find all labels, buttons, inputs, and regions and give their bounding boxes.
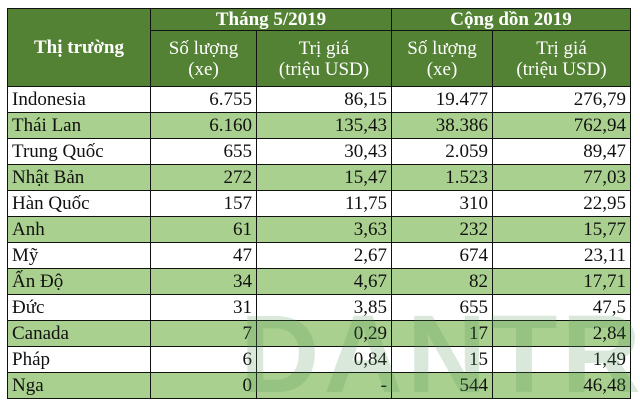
cell-c-val: 77,03 bbox=[491, 164, 632, 191]
cell-market: Nga bbox=[7, 372, 151, 399]
cell-c-val: 1,49 bbox=[491, 346, 632, 373]
cell-c-val: 89,47 bbox=[491, 138, 632, 165]
cell-m-val: 0,84 bbox=[256, 346, 392, 373]
header-cum-qty: Số lượng (xe) bbox=[391, 30, 493, 87]
cell-c-qty: 19.477 bbox=[391, 86, 493, 113]
cell-m-qty: 0 bbox=[150, 372, 257, 399]
cell-c-val: 22,95 bbox=[491, 190, 632, 217]
cell-m-val: - bbox=[256, 372, 392, 399]
cell-m-qty: 6.160 bbox=[150, 112, 257, 139]
cell-m-val: 15,47 bbox=[256, 164, 392, 191]
cell-c-qty: 655 bbox=[391, 294, 493, 321]
cell-m-val: 30,43 bbox=[256, 138, 392, 165]
cell-c-val: 17,71 bbox=[491, 268, 632, 295]
cell-m-qty: 31 bbox=[150, 294, 257, 321]
cell-market: Trung Quốc bbox=[7, 138, 151, 165]
cell-m-qty: 7 bbox=[150, 320, 257, 347]
cell-m-qty: 272 bbox=[150, 164, 257, 191]
cell-m-qty: 34 bbox=[150, 268, 257, 295]
cell-market: Ấn Độ bbox=[7, 268, 151, 295]
cell-c-val: 47,5 bbox=[491, 294, 632, 321]
table-row: Canada 7 0,29 17 2,84 bbox=[7, 320, 632, 347]
import-table: Thị trường Tháng 5/2019 Cộng dồn 2019 Số… bbox=[7, 8, 632, 399]
header-month-qty: Số lượng (xe) bbox=[150, 30, 257, 87]
table-row: Nga 0-544 46,48 bbox=[7, 372, 632, 399]
table-row: Ấn Độ 34 4,67 82 17,71 bbox=[7, 268, 632, 295]
cell-c-qty: 310 bbox=[391, 190, 493, 217]
cell-m-qty: 157 bbox=[150, 190, 257, 217]
cell-c-val: 23,11 bbox=[491, 242, 632, 269]
cell-c-qty: 2.059 bbox=[391, 138, 493, 165]
table-row: Indonesia 6.755 86,15 19.477 276,79 bbox=[7, 86, 632, 113]
table-row: Thái Lan 6.160 135,43 38.386 762,94 bbox=[7, 112, 632, 139]
cell-m-qty: 6 bbox=[150, 346, 257, 373]
cell-m-val: 3,85 bbox=[256, 294, 392, 321]
cell-c-val: 15,77 bbox=[491, 216, 632, 243]
cell-m-val: 4,67 bbox=[256, 268, 392, 295]
table-row: Trung Quốc 655 30,43 2.059 89,47 bbox=[7, 138, 632, 165]
cell-m-val: 2,67 bbox=[256, 242, 392, 269]
cell-c-qty: 544 bbox=[391, 372, 493, 399]
cell-market: Thái Lan bbox=[7, 112, 151, 139]
cell-c-val: 46,48 bbox=[491, 372, 632, 399]
cell-m-val: 11,75 bbox=[256, 190, 392, 217]
cell-market: Hàn Quốc bbox=[7, 190, 151, 217]
cell-market: Pháp bbox=[7, 346, 151, 373]
cell-market: Mỹ bbox=[7, 242, 151, 269]
cell-m-val: 86,15 bbox=[256, 86, 392, 113]
table-row: Anh 61 3,63 232 15,77 bbox=[7, 216, 632, 243]
header-month: Tháng 5/2019 bbox=[150, 8, 392, 31]
cell-c-qty: 17 bbox=[391, 320, 493, 347]
header-cumulative: Cộng dồn 2019 bbox=[390, 8, 632, 31]
cell-c-val: 2,84 bbox=[491, 320, 632, 347]
table-row: Đức 31 3,85 655 47,5 bbox=[7, 294, 632, 321]
cell-m-qty: 655 bbox=[150, 138, 257, 165]
header-cum-value: Trị giá (triệu USD) bbox=[491, 30, 632, 87]
table-row: Nhật Bản 272 15,47 1.523 77,03 bbox=[7, 164, 632, 191]
cell-market: Nhật Bản bbox=[7, 164, 151, 191]
header-market: Thị trường bbox=[7, 8, 151, 87]
cell-m-qty: 47 bbox=[150, 242, 257, 269]
cell-c-qty: 232 bbox=[391, 216, 493, 243]
cell-c-qty: 674 bbox=[391, 242, 493, 269]
cell-m-val: 3,63 bbox=[256, 216, 392, 243]
cell-m-qty: 61 bbox=[150, 216, 257, 243]
cell-market: Đức bbox=[7, 294, 151, 321]
cell-c-val: 276,79 bbox=[491, 86, 632, 113]
cell-m-qty: 6.755 bbox=[150, 86, 257, 113]
cell-c-qty: 1.523 bbox=[391, 164, 493, 191]
header-month-value: Trị giá (triệu USD) bbox=[256, 30, 392, 87]
cell-market: Anh bbox=[7, 216, 151, 243]
cell-c-qty: 82 bbox=[391, 268, 493, 295]
cell-c-qty: 38.386 bbox=[391, 112, 493, 139]
table-row: Pháp 6 0,84 15 1,49 bbox=[7, 346, 632, 373]
table-row: Mỹ 47 2,67 674 23,11 bbox=[7, 242, 632, 269]
cell-c-val: 762,94 bbox=[491, 112, 632, 139]
cell-m-val: 135,43 bbox=[256, 112, 392, 139]
cell-market: Canada bbox=[7, 320, 151, 347]
cell-market: Indonesia bbox=[7, 86, 151, 113]
cell-m-val: 0,29 bbox=[256, 320, 392, 347]
cell-c-qty: 15 bbox=[391, 346, 493, 373]
table-row: Hàn Quốc 157 11,75 310 22,95 bbox=[7, 190, 632, 217]
